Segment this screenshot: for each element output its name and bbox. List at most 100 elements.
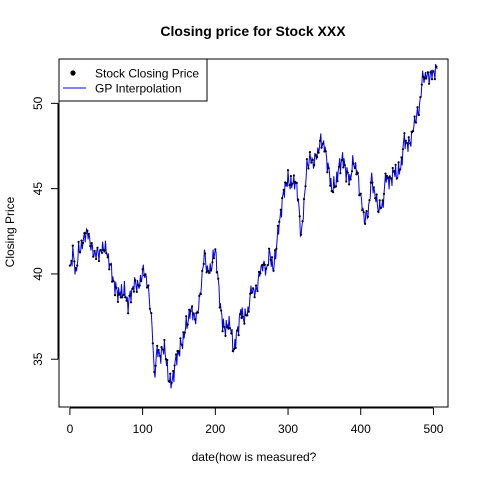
- closing-price-point: [135, 290, 138, 293]
- closing-price-point: [173, 364, 176, 367]
- closing-price-point: [148, 307, 151, 310]
- closing-price-point: [241, 315, 245, 318]
- closing-price-point: [80, 239, 83, 242]
- closing-price-point: [300, 233, 303, 236]
- legend-label-line: GP Interpolation: [95, 82, 182, 96]
- closing-price-point: [207, 269, 210, 272]
- x-tick-label: 200: [205, 422, 225, 436]
- closing-price-point: [238, 313, 242, 316]
- closing-price-point: [435, 65, 438, 68]
- closing-price-point: [426, 71, 429, 74]
- closing-price-point: [269, 258, 272, 261]
- y-tick-label: 50: [31, 96, 45, 110]
- closing-price-point: [134, 279, 137, 282]
- closing-price-point: [256, 289, 259, 293]
- closing-price-point: [316, 155, 319, 158]
- closing-price-point: [433, 78, 436, 81]
- closing-price-point: [93, 249, 96, 253]
- closing-price-point: [298, 215, 301, 218]
- closing-price-point: [118, 293, 121, 296]
- closing-price-point: [185, 315, 188, 318]
- closing-price-point: [301, 220, 304, 223]
- closing-price-point: [113, 294, 117, 297]
- closing-price-point: [224, 334, 227, 337]
- closing-price-point: [337, 165, 340, 168]
- closing-price-point: [374, 197, 377, 200]
- closing-price-point: [87, 232, 90, 235]
- closing-price-point: [320, 146, 323, 149]
- closing-price-point: [311, 158, 314, 162]
- closing-price-point: [282, 188, 285, 191]
- plot-data-layer: [68, 63, 438, 389]
- closing-price-point: [128, 294, 131, 297]
- closing-price-point: [266, 264, 269, 267]
- closing-price-point: [201, 269, 204, 273]
- closing-price-point: [209, 269, 213, 272]
- closing-price-point: [140, 280, 143, 283]
- closing-price-point: [220, 309, 223, 312]
- closing-price-point: [205, 271, 208, 274]
- closing-price-point: [211, 261, 214, 264]
- closing-price-point: [394, 163, 397, 166]
- legend-box: [58, 58, 208, 102]
- closing-price-point: [404, 139, 407, 142]
- closing-price-point: [180, 343, 183, 346]
- closing-price-point: [279, 208, 282, 211]
- closing-price-point: [109, 263, 112, 266]
- closing-price-point: [183, 331, 186, 334]
- closing-price-point: [112, 280, 115, 283]
- closing-price-point: [228, 327, 231, 330]
- axes-layer: 0 100 200 300 400 500 35 40 45 50: [31, 96, 444, 436]
- closing-price-point: [291, 182, 294, 185]
- closing-price-point: [419, 96, 422, 99]
- closing-price-point: [285, 182, 288, 185]
- closing-price-point: [199, 292, 202, 296]
- closing-price-point: [68, 264, 71, 267]
- closing-price-point: [292, 174, 295, 177]
- closing-price-point: [115, 286, 118, 289]
- closing-price-point: [217, 277, 220, 280]
- legend-point-marker: [70, 70, 76, 76]
- closing-price-point: [121, 296, 124, 299]
- closing-price-point: [263, 263, 266, 266]
- closing-price-point: [359, 192, 362, 195]
- closing-price-point: [74, 266, 77, 270]
- closing-price-point: [278, 220, 281, 223]
- closing-price-point: [413, 115, 416, 118]
- closing-price-point: [237, 334, 240, 337]
- closing-price-point: [356, 171, 359, 175]
- closing-price-point: [215, 271, 218, 274]
- closing-price-point: [377, 210, 380, 213]
- closing-price-point: [401, 148, 404, 151]
- closing-price-point: [342, 166, 345, 169]
- closing-price-point: [348, 183, 351, 186]
- closing-price-point: [253, 296, 256, 299]
- closing-price-point: [144, 273, 147, 276]
- closing-price-point: [339, 172, 342, 175]
- closing-price-point: [125, 299, 128, 302]
- closing-price-point: [310, 161, 313, 164]
- closing-price-point: [387, 176, 390, 179]
- closing-price-point: [132, 290, 135, 293]
- closing-price-point: [259, 272, 262, 275]
- closing-price-point: [246, 314, 249, 317]
- closing-price-point: [179, 337, 182, 340]
- closing-price-point: [103, 249, 106, 252]
- closing-price-point: [398, 168, 402, 171]
- closing-price-point: [160, 346, 163, 349]
- closing-price-point: [252, 287, 255, 290]
- closing-price-point: [318, 139, 322, 142]
- closing-price-point: [412, 129, 415, 133]
- closing-price-point: [295, 181, 298, 184]
- chart-title: Closing price for Stock XXX: [160, 23, 346, 39]
- closing-price-point: [250, 291, 253, 294]
- closing-price-point: [257, 270, 261, 273]
- closing-price-point: [167, 380, 170, 383]
- closing-price-point: [214, 248, 217, 251]
- closing-price-point: [385, 174, 388, 177]
- closing-price-point: [297, 198, 300, 201]
- closing-price-point: [276, 224, 279, 227]
- closing-price-point: [313, 163, 316, 167]
- closing-price-point: [380, 206, 383, 209]
- closing-price-point: [400, 156, 403, 159]
